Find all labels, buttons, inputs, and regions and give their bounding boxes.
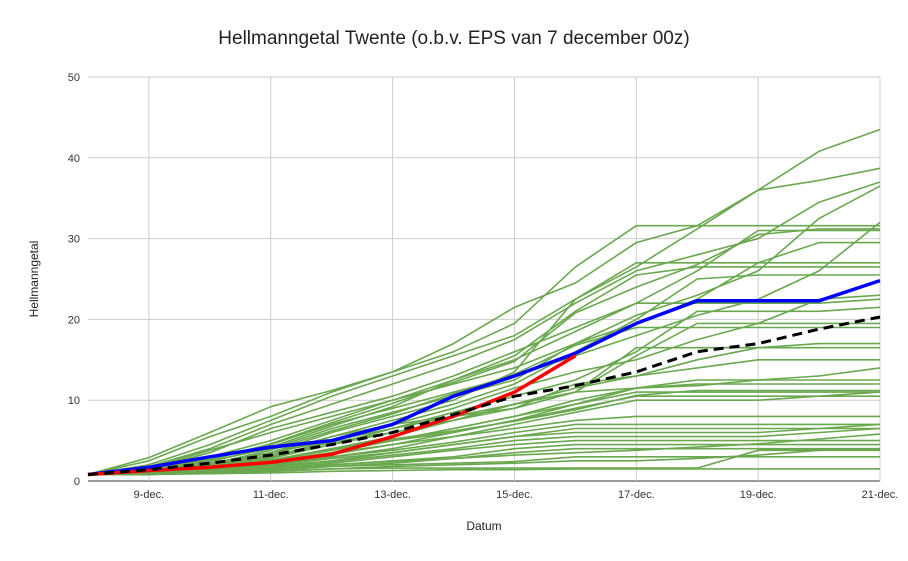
blue-series-line	[87, 278, 881, 477]
red-series-line	[87, 354, 577, 477]
x-tick-label: 13-dec.	[374, 489, 411, 501]
x-axis-label: Datum	[466, 519, 501, 533]
ensemble-member-line-35	[88, 449, 880, 476]
x-tick-label: 15-dec.	[496, 489, 533, 501]
ensemble-member-line-6	[87, 266, 880, 476]
ensemble-member-line-5	[87, 229, 880, 476]
y-tick-label: 0	[74, 476, 80, 488]
x-tick-label: 11-dec.	[253, 489, 289, 501]
ensemble-member-line-36	[88, 468, 880, 476]
ensemble-member-line-3	[87, 167, 881, 476]
y-axis-label: Hellmanngetal	[27, 241, 41, 318]
x-tick-label: 9-dec.	[134, 489, 165, 501]
y-tick-label: 20	[68, 314, 80, 326]
chart-title: Hellmanngetal Twente (o.b.v. EPS van 7 d…	[218, 28, 690, 49]
y-tick-label: 40	[68, 153, 80, 165]
dashed-series-line	[87, 315, 881, 476]
y-tick-label: 50	[68, 72, 80, 84]
ensemble-member-line-40	[87, 228, 880, 476]
ensemble-member-line-2	[87, 224, 880, 476]
ensemble-member-line-9	[87, 241, 880, 476]
y-tick-label: 10	[68, 395, 80, 407]
ensemble-member-line-37	[87, 433, 881, 476]
y-tick-label: 30	[68, 234, 80, 246]
ensemble-member-line-4	[87, 181, 881, 476]
ensemble-member-line-12	[87, 298, 881, 476]
x-tick-label: 21-dec.	[862, 489, 899, 501]
tick-labels: 0 10 20 30 40 50 9-dec. 11-dec. 13-dec. 15-dec. 17…	[68, 72, 899, 501]
x-tick-label: 17-dec.	[618, 489, 655, 501]
grid	[88, 76, 881, 482]
highlight-lines	[87, 278, 881, 477]
x-tick-label: 19-dec.	[740, 489, 777, 501]
ensemble-member-line-28	[87, 423, 881, 476]
